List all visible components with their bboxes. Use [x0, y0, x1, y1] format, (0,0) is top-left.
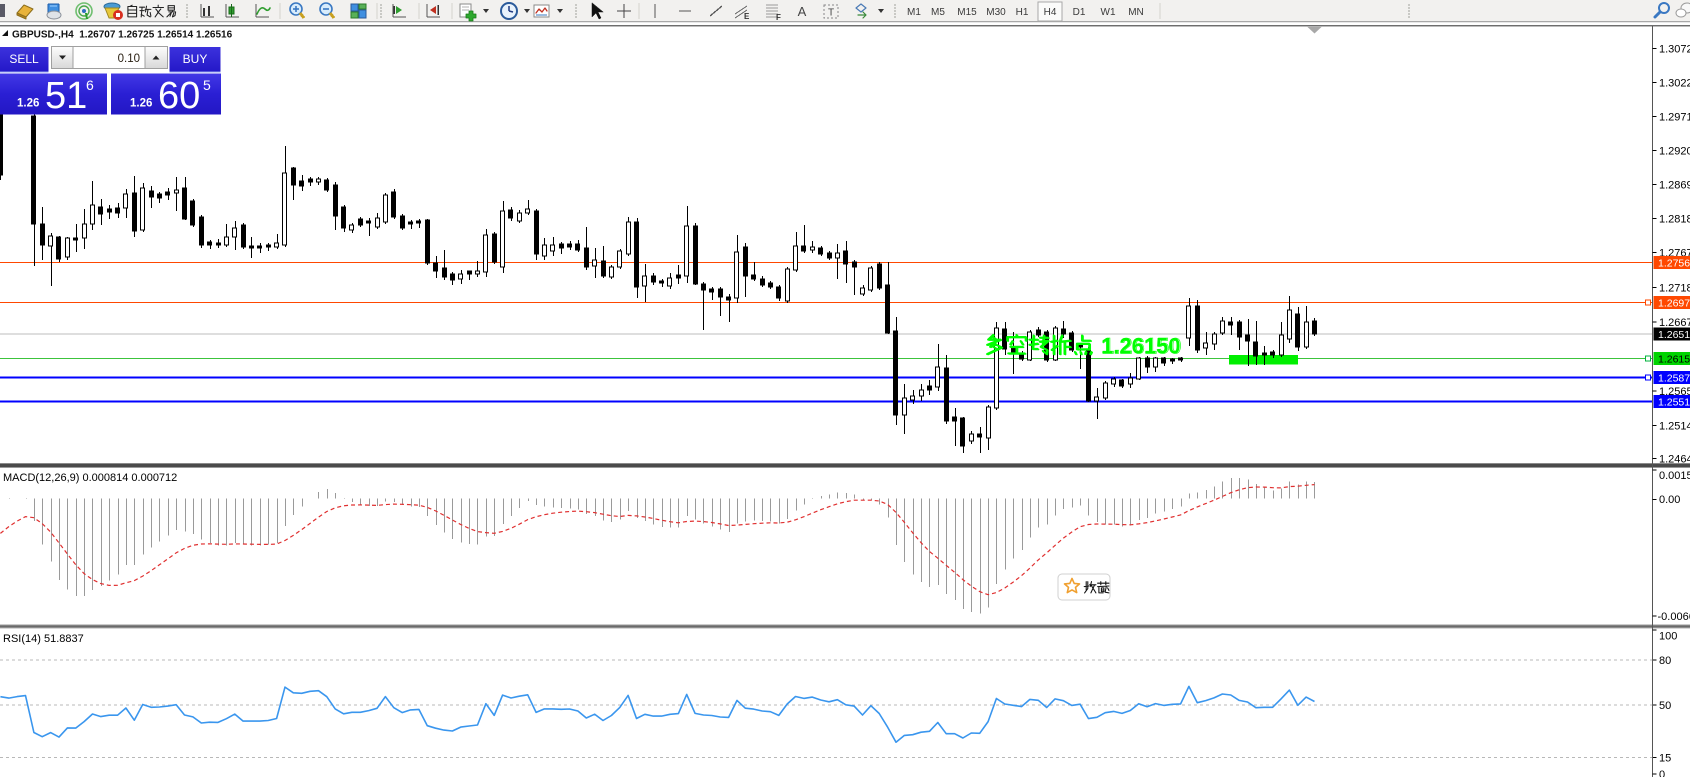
- svg-text:5: 5: [203, 77, 211, 93]
- svg-text:1.2971: 1.2971: [1659, 112, 1690, 124]
- svg-text:H1: H1: [1016, 7, 1029, 18]
- svg-text:0.00154: 0.00154: [1659, 470, 1690, 482]
- svg-text:1.2667: 1.2667: [1659, 317, 1690, 329]
- svg-text:1.2920: 1.2920: [1659, 146, 1690, 158]
- svg-text:D1: D1: [1073, 7, 1086, 18]
- svg-text:60: 60: [158, 75, 200, 117]
- svg-text:GBPUSD-,H4 1.26707 1.26725 1.: GBPUSD-,H4 1.26707 1.26725 1.26514 1.265…: [12, 30, 233, 41]
- svg-text:1.2756: 1.2756: [1658, 257, 1690, 269]
- svg-text:-0.0066: -0.0066: [1658, 611, 1690, 623]
- svg-text:1.2718: 1.2718: [1659, 283, 1690, 295]
- svg-text:A: A: [798, 4, 807, 19]
- svg-text:80: 80: [1659, 655, 1671, 667]
- svg-text:RSI(14) 51.8837: RSI(14) 51.8837: [3, 633, 84, 645]
- svg-text:H4: H4: [1044, 7, 1057, 18]
- svg-text:1.2651: 1.2651: [1658, 329, 1690, 341]
- svg-text:M1: M1: [907, 7, 921, 18]
- svg-text:0.00: 0.00: [1659, 494, 1680, 506]
- svg-text:1.2514: 1.2514: [1659, 421, 1690, 433]
- svg-text:MN: MN: [1128, 7, 1144, 18]
- svg-text:1.2615: 1.2615: [1658, 353, 1690, 365]
- svg-text:1.2869: 1.2869: [1659, 180, 1690, 192]
- svg-text:SELL: SELL: [9, 52, 39, 66]
- svg-text:1.2551: 1.2551: [1658, 396, 1690, 408]
- svg-text:100: 100: [1659, 631, 1677, 643]
- svg-text:0: 0: [1659, 769, 1665, 777]
- svg-text:1.26150: 1.26150: [1102, 334, 1182, 359]
- svg-text:1.26: 1.26: [130, 98, 152, 110]
- svg-text:1.3022: 1.3022: [1659, 78, 1690, 90]
- svg-text:1.26: 1.26: [17, 98, 39, 110]
- svg-text:F: F: [776, 13, 781, 22]
- svg-text:1.26150: 1.26150: [1101, 334, 1181, 359]
- svg-text:6: 6: [86, 77, 94, 93]
- svg-text:T: T: [828, 8, 834, 19]
- svg-text:1.3072: 1.3072: [1659, 44, 1690, 56]
- svg-text:1.2818: 1.2818: [1659, 214, 1690, 226]
- svg-text:15: 15: [1659, 753, 1671, 765]
- svg-text:0.10: 0.10: [118, 53, 140, 65]
- svg-text:1.2587: 1.2587: [1658, 372, 1690, 384]
- svg-text:M15: M15: [957, 7, 977, 18]
- svg-text:MACD(12,26,9) 0.000814 0.00071: MACD(12,26,9) 0.000814 0.000712: [3, 472, 177, 484]
- svg-text:50: 50: [1659, 700, 1671, 712]
- svg-text:M30: M30: [986, 7, 1006, 18]
- svg-text:E: E: [744, 12, 750, 21]
- svg-text:M5: M5: [931, 7, 945, 18]
- svg-text:1.2464: 1.2464: [1659, 453, 1690, 465]
- svg-text:51: 51: [45, 75, 87, 117]
- svg-text:W1: W1: [1101, 7, 1116, 18]
- svg-text:BUY: BUY: [183, 52, 208, 66]
- svg-text:1.2697: 1.2697: [1658, 297, 1690, 309]
